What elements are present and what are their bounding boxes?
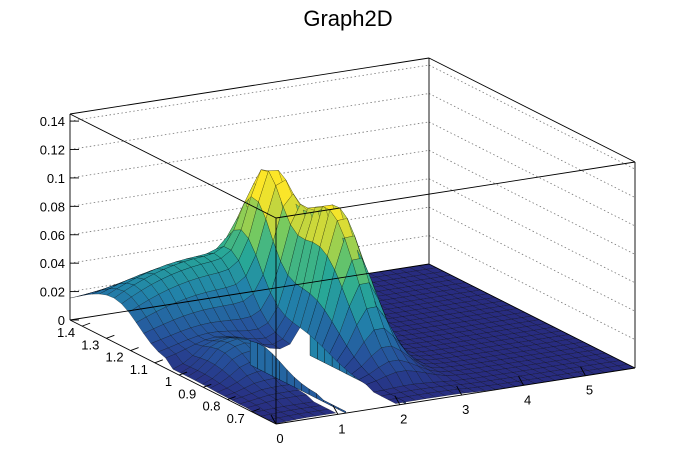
x-tick-label: 3 bbox=[462, 402, 469, 417]
z-gridline-back bbox=[69, 93, 430, 150]
x-tick bbox=[332, 405, 339, 415]
frame-edge bbox=[69, 263, 430, 321]
y-tick bbox=[154, 359, 163, 364]
surface-curtain bbox=[279, 360, 288, 384]
z-tick-label: 0.1 bbox=[47, 171, 65, 186]
grid-layer bbox=[69, 64, 636, 340]
y-tick bbox=[251, 408, 260, 413]
y-tick-label: 1.1 bbox=[130, 362, 148, 377]
surface-layer bbox=[69, 169, 636, 424]
surface-curtain bbox=[338, 407, 346, 414]
z-gridline-side bbox=[428, 93, 636, 198]
z-gridline-back bbox=[69, 64, 430, 122]
surface-curtain bbox=[308, 388, 317, 399]
frame-edge bbox=[69, 319, 277, 425]
y-tick-label: 1.3 bbox=[81, 337, 99, 352]
z-gridline-side bbox=[428, 206, 636, 312]
z-tick-label: 0 bbox=[58, 313, 65, 328]
surface-cell bbox=[318, 409, 337, 415]
x-axis: 0 1 2 3 4 5 bbox=[270, 366, 593, 446]
y-tick bbox=[81, 322, 91, 327]
x-tick bbox=[456, 385, 463, 396]
y-tick bbox=[130, 347, 139, 352]
frame-edge bbox=[428, 57, 636, 163]
x-tick-label: 1 bbox=[338, 421, 345, 436]
y-tick bbox=[106, 334, 115, 339]
x-tick-label: 5 bbox=[586, 383, 593, 398]
chart-title: Graph2D bbox=[303, 6, 392, 31]
z-tick-label: 0.12 bbox=[40, 143, 65, 158]
surface-curtain bbox=[250, 340, 258, 369]
y-tick-label: 0.8 bbox=[202, 399, 220, 414]
y-tick bbox=[178, 371, 188, 376]
z-tick-label: 0.02 bbox=[40, 285, 65, 300]
z-gridline-side bbox=[428, 178, 636, 284]
x-tick-label: 4 bbox=[524, 392, 531, 407]
y-tick-label: 0.9 bbox=[178, 386, 196, 401]
x-tick-label: 0 bbox=[276, 431, 283, 446]
y-tick-label: 0.7 bbox=[227, 411, 245, 426]
frame-edge bbox=[275, 161, 636, 219]
frame-edge bbox=[275, 367, 636, 425]
z-gridline-side bbox=[428, 121, 636, 227]
frame-edge bbox=[69, 113, 277, 219]
z-gridline-back bbox=[69, 206, 430, 264]
z-gridline-back bbox=[69, 121, 430, 179]
y-axis: 1.4 1.3 1.2 1.1 1 0.9 0.8 0.7 bbox=[57, 322, 260, 426]
z-axis: 0 0.02 0.04 0.06 0.08 0.1 0.12 0.14 bbox=[40, 114, 79, 328]
z-tick-label: 0.08 bbox=[40, 199, 65, 214]
y-tick-label: 1.4 bbox=[57, 325, 75, 340]
surface-curtain bbox=[264, 346, 273, 377]
z-gridline-side bbox=[428, 235, 636, 340]
box-frame bbox=[69, 57, 636, 425]
x-tick bbox=[270, 414, 277, 425]
surface-curtain bbox=[323, 399, 332, 406]
x-tick bbox=[518, 376, 524, 386]
x-tick-label: 2 bbox=[400, 412, 407, 427]
y-tick bbox=[203, 383, 212, 388]
z-tick-label: 0.06 bbox=[40, 228, 65, 243]
z-tick-label: 0.04 bbox=[40, 256, 65, 271]
y-tick-label: 1.2 bbox=[106, 350, 124, 365]
z-gridline-side bbox=[428, 149, 636, 255]
surface-curtain bbox=[257, 342, 266, 373]
z-gridline-back bbox=[69, 149, 430, 207]
x-tick bbox=[580, 366, 586, 376]
x-tick bbox=[394, 395, 401, 405]
z-gridline-back bbox=[69, 178, 430, 236]
surface-curtain bbox=[316, 392, 324, 403]
z-gridline-side bbox=[428, 64, 636, 170]
frame-edge bbox=[428, 263, 636, 369]
y-tick-label: 1 bbox=[165, 374, 172, 389]
z-tick-label: 0.14 bbox=[40, 114, 65, 129]
y-tick bbox=[227, 396, 236, 400]
frame-edge bbox=[69, 57, 430, 115]
